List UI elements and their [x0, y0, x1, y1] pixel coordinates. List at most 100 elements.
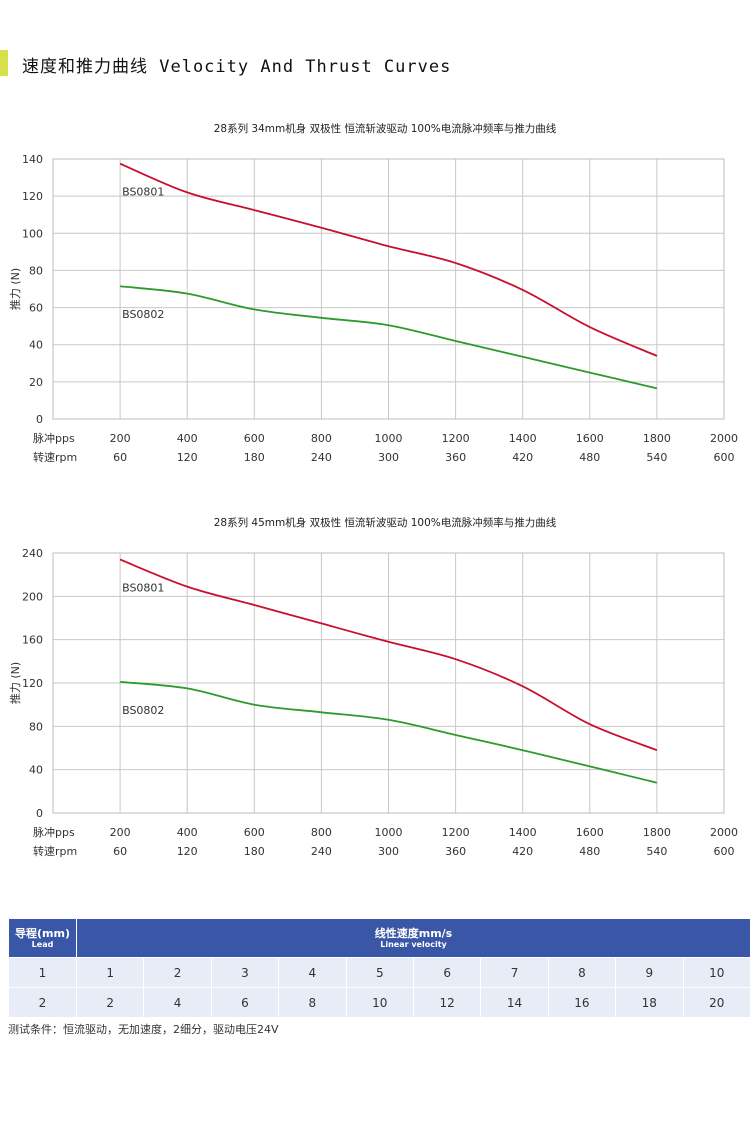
table-row: 1 1 2 3 4 5 6 7 8 9 10 [8, 957, 750, 988]
velocity-cell: 9 [615, 957, 684, 988]
velocity-cell: 20 [682, 987, 750, 1018]
x-tick-label-rpm: 240 [311, 845, 332, 858]
velocity-cell: 6 [210, 987, 280, 1018]
lead-header-label: 导程(mm) [15, 926, 70, 940]
lead-cell: 1 [8, 957, 77, 988]
chart-svg: 28系列 34mm机身 双极性 恒流斩波驱动 100%电流脉冲频率与推力曲线 0 2… [8, 122, 738, 464]
x-axis-label-pps: 脉冲pps [33, 825, 75, 839]
x-tick-label-rpm: 180 [244, 451, 265, 464]
y-axis-label: 推力 (N) [8, 268, 22, 310]
velocity-cell: 4 [278, 957, 347, 988]
plot-frame [52, 158, 725, 420]
x-axis-label-pps: 脉冲pps [33, 431, 75, 445]
x-tick-label-pps: 400 [177, 432, 198, 445]
y-tick-label: 0 [36, 413, 43, 426]
x-tick-label-rpm: 120 [177, 845, 198, 858]
x-tick-label-rpm: 600 [714, 845, 735, 858]
x-tick-label-rpm: 420 [512, 451, 533, 464]
y-tick-label: 0 [36, 807, 43, 820]
y-axis-label: 推力 (N) [8, 662, 22, 704]
x-tick-label-pps: 600 [244, 826, 265, 839]
plot-frame [52, 552, 725, 814]
series-line-bs0802 [120, 681, 658, 784]
x-tick-label-pps: 1000 [375, 432, 403, 445]
velocity-header-label: 线性速度mm/s [374, 926, 453, 940]
velocity-cell: 6 [412, 957, 482, 988]
x-tick-label-rpm: 180 [244, 845, 265, 858]
y-tick-label: 60 [29, 302, 43, 315]
velocity-cell: 8 [547, 957, 617, 988]
series-line-bs0801 [119, 558, 658, 752]
x-tick-label-pps: 1200 [442, 826, 470, 839]
x-tick-label-rpm: 360 [445, 845, 466, 858]
x-tick-label-pps: 200 [110, 826, 131, 839]
series-line-bs0801 [119, 162, 658, 357]
x-tick-label-rpm: 300 [378, 451, 399, 464]
test-conditions-note: 测试条件：恒流驱动，无加速度，2细分，驱动电压24V [8, 1023, 279, 1036]
chart-title: 28系列 45mm机身 双极性 恒流斩波驱动 100%电流脉冲频率与推力曲线 [214, 516, 557, 529]
x-tick-label-rpm: 60 [113, 451, 127, 464]
velocity-cell: 2 [75, 987, 145, 1018]
x-tick-label-pps: 400 [177, 826, 198, 839]
velocity-cell: 5 [345, 957, 414, 988]
x-tick-label-pps: 2000 [710, 432, 738, 445]
velocity-cell: 18 [615, 987, 684, 1018]
series-line-bs0802 [119, 285, 658, 390]
velocity-cell: 3 [210, 957, 280, 988]
thrust-chart-45mm: 28系列 45mm机身 双极性 恒流斩波驱动 100%电流脉冲频率与推力曲线 0 4… [0, 506, 750, 866]
series-label-bs0802: BS0802 [122, 704, 164, 717]
table-row: 2 2 4 6 8 10 12 14 16 18 20 [8, 987, 750, 1018]
velocity-cell: 10 [345, 987, 414, 1018]
y-tick-label: 240 [22, 547, 43, 560]
velocity-cell: 7 [480, 957, 549, 988]
velocity-header: 线性速度mm/s Linear velocity [76, 918, 750, 958]
lead-header-sublabel: Lead [31, 939, 54, 949]
velocity-cell: 2 [143, 957, 212, 988]
section-title: 速度和推力曲线 Velocity And Thrust Curves [22, 57, 452, 77]
title-accent-bar [0, 50, 8, 76]
velocity-cell: 4 [143, 987, 212, 1018]
x-tick-label-rpm: 120 [177, 451, 198, 464]
x-tick-label-rpm: 240 [311, 451, 332, 464]
x-tick-label-pps: 800 [311, 432, 332, 445]
y-tick-label: 20 [29, 376, 43, 389]
velocity-header-sublabel: Linear velocity [380, 939, 447, 949]
x-tick-label-rpm: 540 [646, 451, 667, 464]
x-tick-label-pps: 1600 [576, 826, 604, 839]
lead-header: 导程(mm) Lead [8, 918, 77, 958]
chart-svg: 28系列 45mm机身 双极性 恒流斩波驱动 100%电流脉冲频率与推力曲线 0 4… [8, 516, 738, 858]
velocity-cell: 1 [75, 957, 145, 988]
x-tick-label-rpm: 600 [714, 451, 735, 464]
x-tick-label-pps: 1600 [576, 432, 604, 445]
lead-cell: 2 [8, 987, 77, 1018]
y-tick-label: 40 [29, 764, 43, 777]
x-tick-label-rpm: 300 [378, 845, 399, 858]
x-tick-label-rpm: 360 [445, 451, 466, 464]
x-tick-label-pps: 800 [311, 826, 332, 839]
y-tick-label: 40 [29, 339, 43, 352]
y-tick-label: 200 [22, 590, 43, 603]
x-tick-label-rpm: 480 [579, 845, 600, 858]
y-tick-label: 160 [22, 634, 43, 647]
chart-title: 28系列 34mm机身 双极性 恒流斩波驱动 100%电流脉冲频率与推力曲线 [214, 122, 557, 135]
x-tick-label-pps: 1400 [509, 826, 537, 839]
series-label-bs0802: BS0802 [122, 308, 164, 321]
x-tick-label-pps: 1800 [643, 826, 671, 839]
x-tick-label-rpm: 540 [646, 845, 667, 858]
velocity-cell: 8 [278, 987, 347, 1018]
y-tick-label: 80 [29, 264, 43, 277]
series-label-bs0801: BS0801 [122, 186, 164, 199]
velocity-cell: 10 [682, 957, 750, 988]
x-tick-label-pps: 1200 [442, 432, 470, 445]
x-axis-label-rpm: 转速rpm [33, 450, 77, 464]
x-axis-label-rpm: 转速rpm [33, 844, 77, 858]
x-tick-label-pps: 200 [110, 432, 131, 445]
series-label-bs0801: BS0801 [122, 582, 164, 595]
thrust-chart-34mm: 28系列 34mm机身 双极性 恒流斩波驱动 100%电流脉冲频率与推力曲线 0 2… [0, 112, 750, 472]
x-tick-label-rpm: 60 [113, 845, 127, 858]
velocity-cell: 12 [412, 987, 482, 1018]
y-tick-label: 100 [22, 227, 43, 240]
x-tick-label-pps: 1000 [375, 826, 403, 839]
x-tick-label-rpm: 480 [579, 451, 600, 464]
x-tick-label-pps: 2000 [710, 826, 738, 839]
